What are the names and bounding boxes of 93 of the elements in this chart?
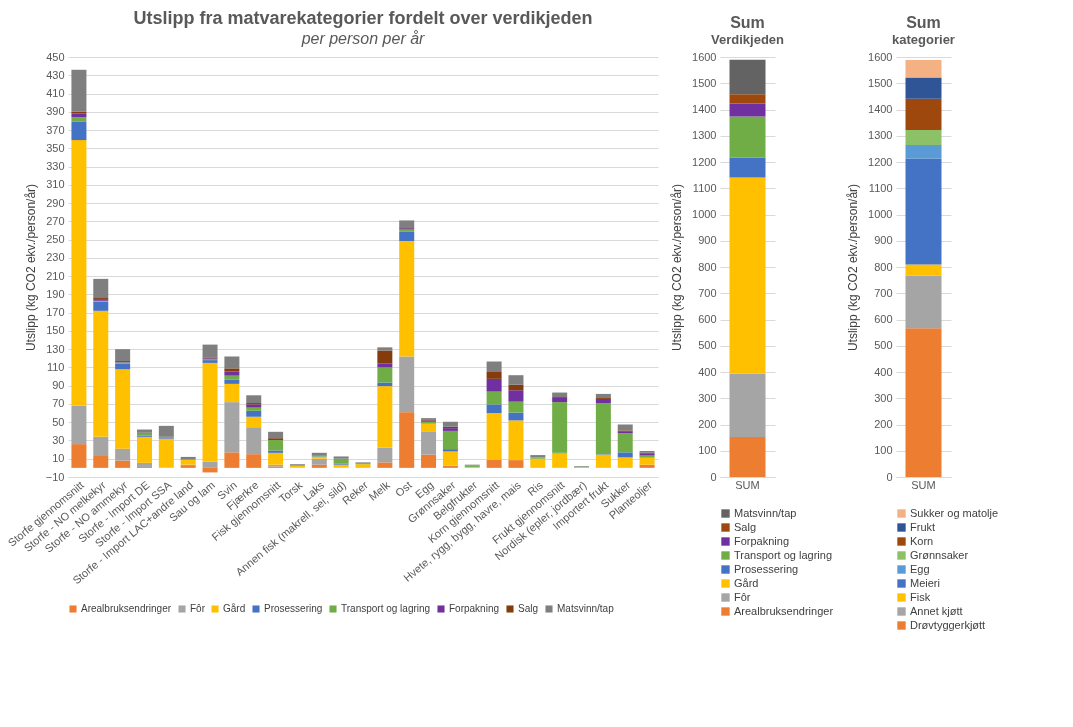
y-tick-label: 400 [874, 365, 893, 378]
legend-label: Matsvinn/tap [557, 603, 615, 614]
legend-label: Drøvtyggerkjøtt [910, 618, 986, 631]
chart-subtitle: Verdikjeden [711, 32, 785, 47]
chart-title: Utslipp fra matvarekategorier fordelt over verdikjeden [133, 8, 593, 28]
y-tick-label: 800 [698, 260, 717, 273]
y-tick-label: 700 [698, 286, 717, 299]
legend-label: Gård [223, 603, 246, 614]
chart-title: Sum [906, 14, 941, 31]
x-tick-label: SUM [911, 478, 936, 491]
y-tick-label: 0 [886, 470, 893, 483]
y-tick-label: 250 [46, 233, 65, 246]
y-tick-label: 450 [46, 50, 65, 63]
legend-label: Annet kjøtt [910, 604, 963, 617]
y-tick-label: 1200 [868, 155, 893, 168]
legend-label: Matsvinn/tap [734, 506, 797, 519]
legend-label: Frukt [910, 520, 936, 533]
y-tick-label: 1600 [692, 50, 717, 63]
y-tick-label: 1400 [868, 103, 893, 115]
y-tick-label: 290 [46, 196, 65, 209]
chart-title: Sum [730, 14, 765, 31]
y-tick-label: 190 [46, 287, 65, 300]
y-tick-label: 1500 [692, 76, 717, 89]
y-axis-title: Utslipp (kg CO2 ekv./person/år) [670, 183, 685, 352]
legend-label: Salg [518, 603, 539, 614]
chart-subtitle: per person per år [300, 30, 426, 47]
legend-label: Sukker og matolje [910, 506, 999, 519]
y-tick-label: 1000 [692, 208, 717, 220]
y-tick-label: 410 [46, 87, 65, 100]
y-tick-label: 430 [46, 68, 65, 81]
y-tick-label: 50 [52, 415, 65, 428]
y-tick-label: 900 [698, 234, 717, 247]
legend-label: Korn [910, 534, 934, 547]
y-tick-label: 130 [46, 342, 65, 355]
legend-label: Prosessering [734, 562, 799, 575]
y-tick-label: 90 [52, 379, 65, 392]
y-tick-label: 900 [874, 234, 893, 247]
y-tick-label: 200 [698, 418, 717, 430]
y-tick-label: 100 [698, 444, 717, 457]
y-tick-label: 300 [698, 391, 717, 404]
y-tick-label: 10 [52, 452, 65, 465]
legend-label: Fisk [910, 590, 931, 603]
y-tick-label: 400 [698, 365, 717, 378]
legend-label: Fôr [190, 603, 206, 614]
legend-label: Transport og lagring [341, 603, 431, 614]
y-tick-label: 310 [46, 178, 65, 191]
y-tick-label: 1000 [868, 208, 893, 220]
y-axis-title: Utslipp (kg CO2 ekv./person/år) [23, 183, 38, 352]
y-tick-label: 200 [874, 418, 893, 430]
y-tick-label: 110 [46, 360, 65, 373]
y-tick-label: 70 [52, 397, 65, 410]
y-tick-label: 350 [46, 141, 65, 154]
x-tick-label: SUM [735, 478, 760, 491]
legend-label: Gård [734, 576, 759, 589]
y-tick-label: 1100 [692, 181, 717, 194]
legend-label: Salg [734, 520, 757, 533]
y-tick-label: 1300 [692, 129, 717, 142]
y-tick-label: 100 [874, 444, 893, 457]
y-tick-label: 330 [46, 160, 65, 173]
legend-label: Meieri [910, 576, 940, 589]
y-tick-label: 1600 [868, 50, 893, 63]
legend-label: Prosessering [264, 603, 323, 614]
legend-label: Fôr [734, 590, 751, 603]
y-tick-label: 600 [874, 313, 893, 325]
y-tick-label: 800 [874, 260, 893, 273]
legend-label: Egg [910, 562, 930, 575]
y-tick-label: 500 [698, 339, 717, 352]
y-tick-label: 210 [46, 269, 65, 282]
y-tick-label: 1500 [868, 76, 893, 89]
y-tick-label: 170 [46, 306, 65, 319]
y-tick-label: 700 [874, 286, 893, 299]
legend-label: Forpakning [734, 534, 790, 547]
y-tick-label: 600 [698, 313, 717, 325]
y-tick-label: 1300 [868, 129, 893, 142]
y-tick-label: −10 [45, 470, 65, 483]
y-tick-label: 30 [52, 433, 65, 446]
legend-label: Arealbruksendringer [81, 603, 172, 614]
y-tick-label: 370 [46, 123, 65, 136]
legend-label: Arealbruksendringer [734, 604, 834, 617]
y-tick-label: 270 [46, 214, 65, 227]
y-tick-label: 1100 [868, 181, 893, 194]
y-tick-label: 150 [46, 324, 65, 337]
y-tick-label: 1400 [692, 103, 717, 115]
legend-label: Forpakning [449, 603, 500, 614]
y-tick-label: 500 [874, 339, 893, 352]
y-tick-label: 390 [46, 105, 65, 118]
legend-label: Transport og lagring [734, 548, 833, 561]
chart-subtitle: kategorier [892, 32, 955, 47]
y-tick-label: 300 [874, 391, 893, 404]
y-axis-title: Utslipp (kg CO2 ekv./person/år) [846, 183, 861, 352]
y-tick-label: 0 [710, 470, 717, 483]
y-tick-label: 1200 [692, 155, 717, 168]
y-tick-label: 230 [46, 251, 65, 264]
